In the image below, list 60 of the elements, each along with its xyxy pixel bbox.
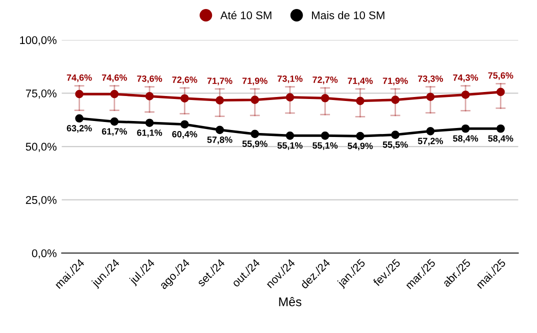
point	[426, 127, 435, 136]
point	[320, 131, 330, 140]
data-label: 63,2%	[66, 125, 92, 133]
point	[180, 94, 189, 103]
point	[461, 90, 470, 99]
point	[216, 126, 224, 134]
point	[496, 88, 505, 96]
data-label: 58,4%	[488, 135, 514, 143]
point	[391, 130, 400, 139]
point	[426, 92, 435, 102]
data-label: 71,9%	[242, 78, 268, 86]
data-label: 57,2%	[418, 138, 443, 146]
y-tick-label: 0,0%	[32, 249, 56, 259]
point	[110, 117, 119, 126]
point	[320, 94, 330, 102]
data-label: 55,5%	[382, 141, 408, 150]
y-tick-label: 75,0%	[26, 90, 56, 99]
y-tick-label: 25,0%	[26, 196, 56, 206]
data-label: 72,7%	[312, 76, 338, 84]
data-label: 72,6%	[172, 76, 198, 84]
data-label: 61,1%	[137, 129, 162, 138]
point	[496, 124, 505, 133]
point	[145, 118, 154, 128]
data-label: 74,3%	[453, 74, 478, 82]
data-label: 73,6%	[137, 75, 162, 84]
data-label: 57,8%	[207, 136, 232, 144]
data-label: 71,9%	[382, 78, 408, 86]
data-label: 71,7%	[207, 78, 232, 86]
point	[75, 114, 84, 123]
point	[250, 130, 260, 138]
data-label: 73,3%	[418, 75, 443, 84]
point	[356, 132, 364, 140]
point	[180, 120, 189, 129]
point	[250, 96, 260, 104]
point	[286, 131, 294, 140]
data-label: 73,1%	[278, 75, 303, 84]
data-label: 74,6%	[102, 74, 127, 82]
data-label: 75,6%	[488, 72, 514, 80]
point	[75, 90, 84, 98]
point	[145, 92, 154, 100]
point	[391, 96, 400, 104]
legend-label: Até 10 SM	[220, 10, 272, 20]
data-label: 58,4%	[453, 135, 478, 143]
legend-label: Mais de 10 SM	[312, 11, 384, 20]
data-label: 71,4%	[348, 78, 373, 86]
y-tick-label: 100,0%	[20, 36, 56, 46]
point	[216, 96, 224, 104]
data-label: 74,6%	[66, 74, 92, 82]
data-label: 60,4%	[172, 130, 198, 139]
point	[461, 124, 470, 133]
data-label: 55,1%	[277, 142, 303, 150]
data-label: 61,7%	[102, 128, 127, 136]
data-label: 54,9%	[348, 142, 373, 150]
y-tick-label: 50,0%	[26, 142, 56, 152]
point	[356, 96, 364, 106]
data-label: 55,9%	[242, 140, 268, 148]
data-label: 55,1%	[312, 142, 338, 150]
point	[110, 90, 119, 98]
x-axis-title: Mês	[279, 296, 302, 306]
point	[286, 93, 294, 102]
